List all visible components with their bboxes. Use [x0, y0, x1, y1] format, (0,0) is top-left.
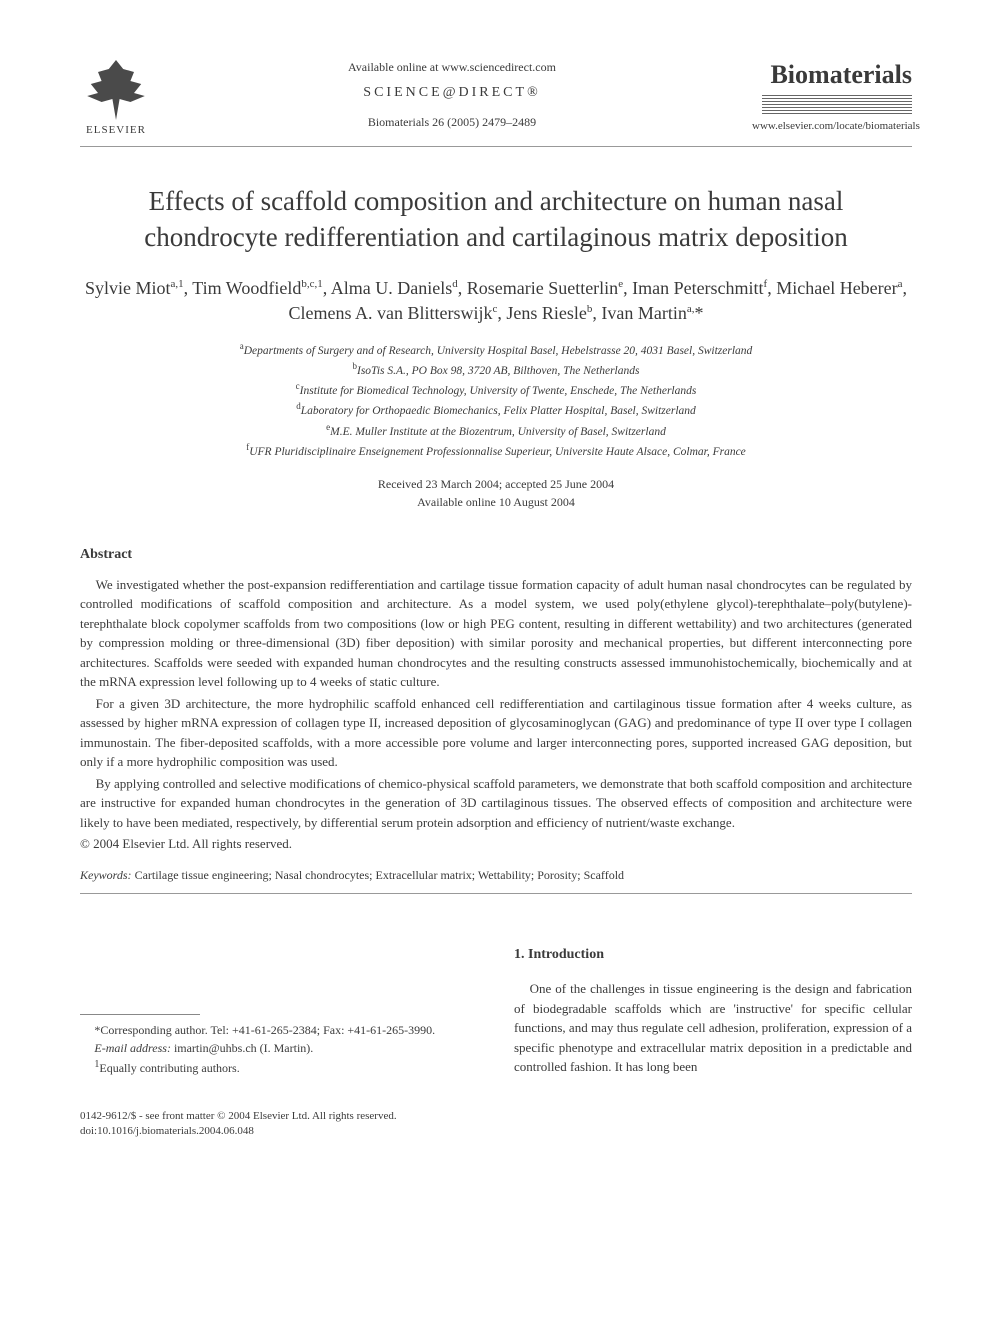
- affiliations-list: aDepartments of Surgery and of Research,…: [80, 340, 912, 460]
- abstract-copyright: © 2004 Elsevier Ltd. All rights reserved…: [80, 836, 912, 852]
- keywords-label: Keywords:: [80, 868, 132, 882]
- available-online-text: Available online at www.sciencedirect.co…: [152, 60, 752, 75]
- header-center: Available online at www.sciencedirect.co…: [152, 60, 752, 138]
- sciencedirect-prefix: SCIENCE: [363, 85, 442, 100]
- equal-contrib-text: Equally contributing authors.: [99, 1061, 239, 1075]
- sciencedirect-at-icon: @: [443, 85, 459, 100]
- affiliation-item: aDepartments of Surgery and of Research,…: [80, 340, 912, 360]
- keywords-divider: [80, 893, 912, 894]
- available-online-date: Available online 10 August 2004: [80, 493, 912, 511]
- affiliation-item: bIsoTis S.A., PO Box 98, 3720 AB, Biltho…: [80, 360, 912, 380]
- introduction-heading: 1. Introduction: [514, 944, 912, 965]
- header-right: Biomaterials www.elsevier.com/locate/bio…: [752, 60, 912, 132]
- equal-contrib-footnote: 1Equally contributing authors.: [80, 1057, 478, 1077]
- right-column: 1. Introduction One of the challenges in…: [514, 944, 912, 1077]
- keywords-line: Keywords: Cartilage tissue engineering; …: [80, 868, 912, 883]
- abstract-body: We investigated whether the post-expansi…: [80, 575, 912, 833]
- introduction-text: One of the challenges in tissue engineer…: [514, 979, 912, 1077]
- journal-reference: Biomaterials 26 (2005) 2479–2489: [152, 115, 752, 130]
- journal-url: www.elsevier.com/locate/biomaterials: [752, 120, 912, 132]
- corresponding-author-footnote: *Corresponding author. Tel: +41-61-265-2…: [80, 1021, 478, 1039]
- email-value: imartin@uhbs.ch (I. Martin).: [174, 1041, 313, 1055]
- abstract-paragraph: For a given 3D architecture, the more hy…: [80, 694, 912, 772]
- footer-front-matter: 0142-9612/$ - see front matter © 2004 El…: [80, 1109, 912, 1124]
- page-footer: 0142-9612/$ - see front matter © 2004 El…: [80, 1109, 912, 1140]
- publisher-logo: ELSEVIER: [80, 60, 152, 140]
- abstract-heading: Abstract: [80, 547, 912, 563]
- two-column-section: *Corresponding author. Tel: +41-61-265-2…: [80, 944, 912, 1077]
- journal-brand: Biomaterials: [752, 60, 912, 90]
- elsevier-tree-icon: [80, 60, 152, 120]
- footnotes: *Corresponding author. Tel: +41-61-265-2…: [80, 1021, 478, 1077]
- publisher-logo-text: ELSEVIER: [80, 124, 152, 136]
- sciencedirect-logo: SCIENCE@DIRECT®: [152, 85, 752, 101]
- affiliation-item: fUFR Pluridisciplinaire Enseignement Pro…: [80, 441, 912, 461]
- page-header: ELSEVIER Available online at www.science…: [80, 60, 912, 140]
- left-column: *Corresponding author. Tel: +41-61-265-2…: [80, 944, 478, 1077]
- journal-brand-decoration: [762, 94, 912, 114]
- footnote-divider: [80, 1014, 200, 1015]
- affiliation-item: eM.E. Muller Institute at the Biozentrum…: [80, 421, 912, 441]
- affiliation-item: cInstitute for Biomedical Technology, Un…: [80, 380, 912, 400]
- header-divider: [80, 146, 912, 147]
- affiliation-item: dLaboratory for Orthopaedic Biomechanics…: [80, 400, 912, 420]
- article-title: Effects of scaffold composition and arch…: [80, 183, 912, 256]
- sciencedirect-suffix: DIRECT®: [459, 85, 541, 100]
- footer-doi: doi:10.1016/j.biomaterials.2004.06.048: [80, 1124, 912, 1139]
- received-accepted-date: Received 23 March 2004; accepted 25 June…: [80, 475, 912, 493]
- authors-list: Sylvie Miota,1, Tim Woodfieldb,c,1, Alma…: [80, 276, 912, 326]
- keywords-text: Cartilage tissue engineering; Nasal chon…: [135, 868, 624, 882]
- email-label: E-mail address:: [94, 1041, 171, 1055]
- email-footnote: E-mail address: imartin@uhbs.ch (I. Mart…: [80, 1039, 478, 1057]
- abstract-paragraph: We investigated whether the post-expansi…: [80, 575, 912, 692]
- article-dates: Received 23 March 2004; accepted 25 June…: [80, 475, 912, 511]
- abstract-paragraph: By applying controlled and selective mod…: [80, 774, 912, 833]
